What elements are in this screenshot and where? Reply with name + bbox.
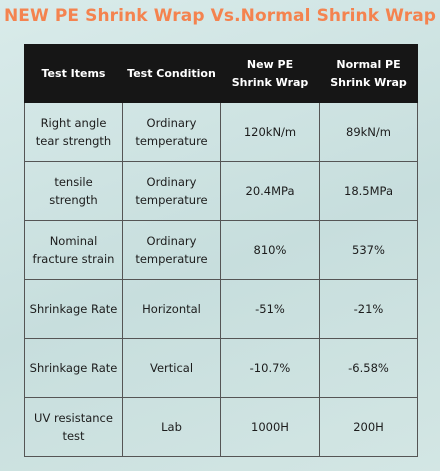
table-row: Nominal fracture strain Ordinary tempera… bbox=[24, 220, 418, 280]
comparison-table: Test Items Test Condition New PE Shrink … bbox=[24, 44, 418, 457]
table-row: Right angle tear strength Ordinary tempe… bbox=[24, 102, 418, 162]
cell-normal-pe: 200H bbox=[319, 397, 418, 457]
cell-normal-pe: -6.58% bbox=[319, 338, 418, 398]
cell-new-pe: -10.7% bbox=[220, 338, 320, 398]
cell-test-condition: Ordinary temperature bbox=[122, 102, 221, 162]
cell-test-item: Nominal fracture strain bbox=[24, 220, 123, 280]
table-row: UV resistance test Lab 1000H 200H bbox=[24, 397, 418, 457]
cell-test-item: tensile strength bbox=[24, 161, 123, 221]
cell-test-condition: Lab bbox=[122, 397, 221, 457]
table-row: tensile strength Ordinary temperature 20… bbox=[24, 161, 418, 221]
cell-test-condition: Ordinary temperature bbox=[122, 161, 221, 221]
cell-normal-pe: 89kN/m bbox=[319, 102, 418, 162]
cell-test-item: UV resistance test bbox=[24, 397, 123, 457]
header-test-condition: Test Condition bbox=[122, 44, 221, 103]
header-normal-pe: Normal PE Shrink Wrap bbox=[319, 44, 418, 103]
cell-test-condition: Horizontal bbox=[122, 279, 221, 339]
header-new-pe: New PE Shrink Wrap bbox=[220, 44, 320, 103]
table-row: Shrinkage Rate Horizontal -51% -21% bbox=[24, 279, 418, 339]
table-row: Shrinkage Rate Vertical -10.7% -6.58% bbox=[24, 338, 418, 398]
page-title: NEW PE Shrink Wrap Vs.Normal Shrink Wrap bbox=[3, 6, 437, 26]
cell-new-pe: 810% bbox=[220, 220, 320, 280]
cell-new-pe: 120kN/m bbox=[220, 102, 320, 162]
cell-test-condition: Vertical bbox=[122, 338, 221, 398]
cell-test-condition: Ordinary temperature bbox=[122, 220, 221, 280]
cell-test-item: Right angle tear strength bbox=[24, 102, 123, 162]
cell-normal-pe: -21% bbox=[319, 279, 418, 339]
header-test-items: Test Items bbox=[24, 44, 123, 103]
cell-normal-pe: 18.5MPa bbox=[319, 161, 418, 221]
cell-new-pe: 20.4MPa bbox=[220, 161, 320, 221]
cell-test-item: Shrinkage Rate bbox=[24, 338, 123, 398]
cell-test-item: Shrinkage Rate bbox=[24, 279, 123, 339]
cell-normal-pe: 537% bbox=[319, 220, 418, 280]
cell-new-pe: 1000H bbox=[220, 397, 320, 457]
cell-new-pe: -51% bbox=[220, 279, 320, 339]
header-row: Test Items Test Condition New PE Shrink … bbox=[24, 44, 418, 103]
